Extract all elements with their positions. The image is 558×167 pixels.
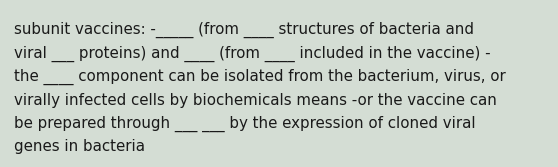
Text: subunit vaccines: -_____ (from ____ structures of bacteria and: subunit vaccines: -_____ (from ____ stru… (14, 22, 474, 38)
Text: genes in bacteria: genes in bacteria (14, 139, 145, 154)
Text: virally infected cells by biochemicals means -or the vaccine can: virally infected cells by biochemicals m… (14, 93, 497, 108)
Text: the ____ component can be isolated from the bacterium, virus, or: the ____ component can be isolated from … (14, 69, 506, 85)
Text: viral ___ proteins) and ____ (from ____ included in the vaccine) -: viral ___ proteins) and ____ (from ____ … (14, 45, 490, 62)
Text: be prepared through ___ ___ by the expression of cloned viral: be prepared through ___ ___ by the expre… (14, 116, 475, 132)
